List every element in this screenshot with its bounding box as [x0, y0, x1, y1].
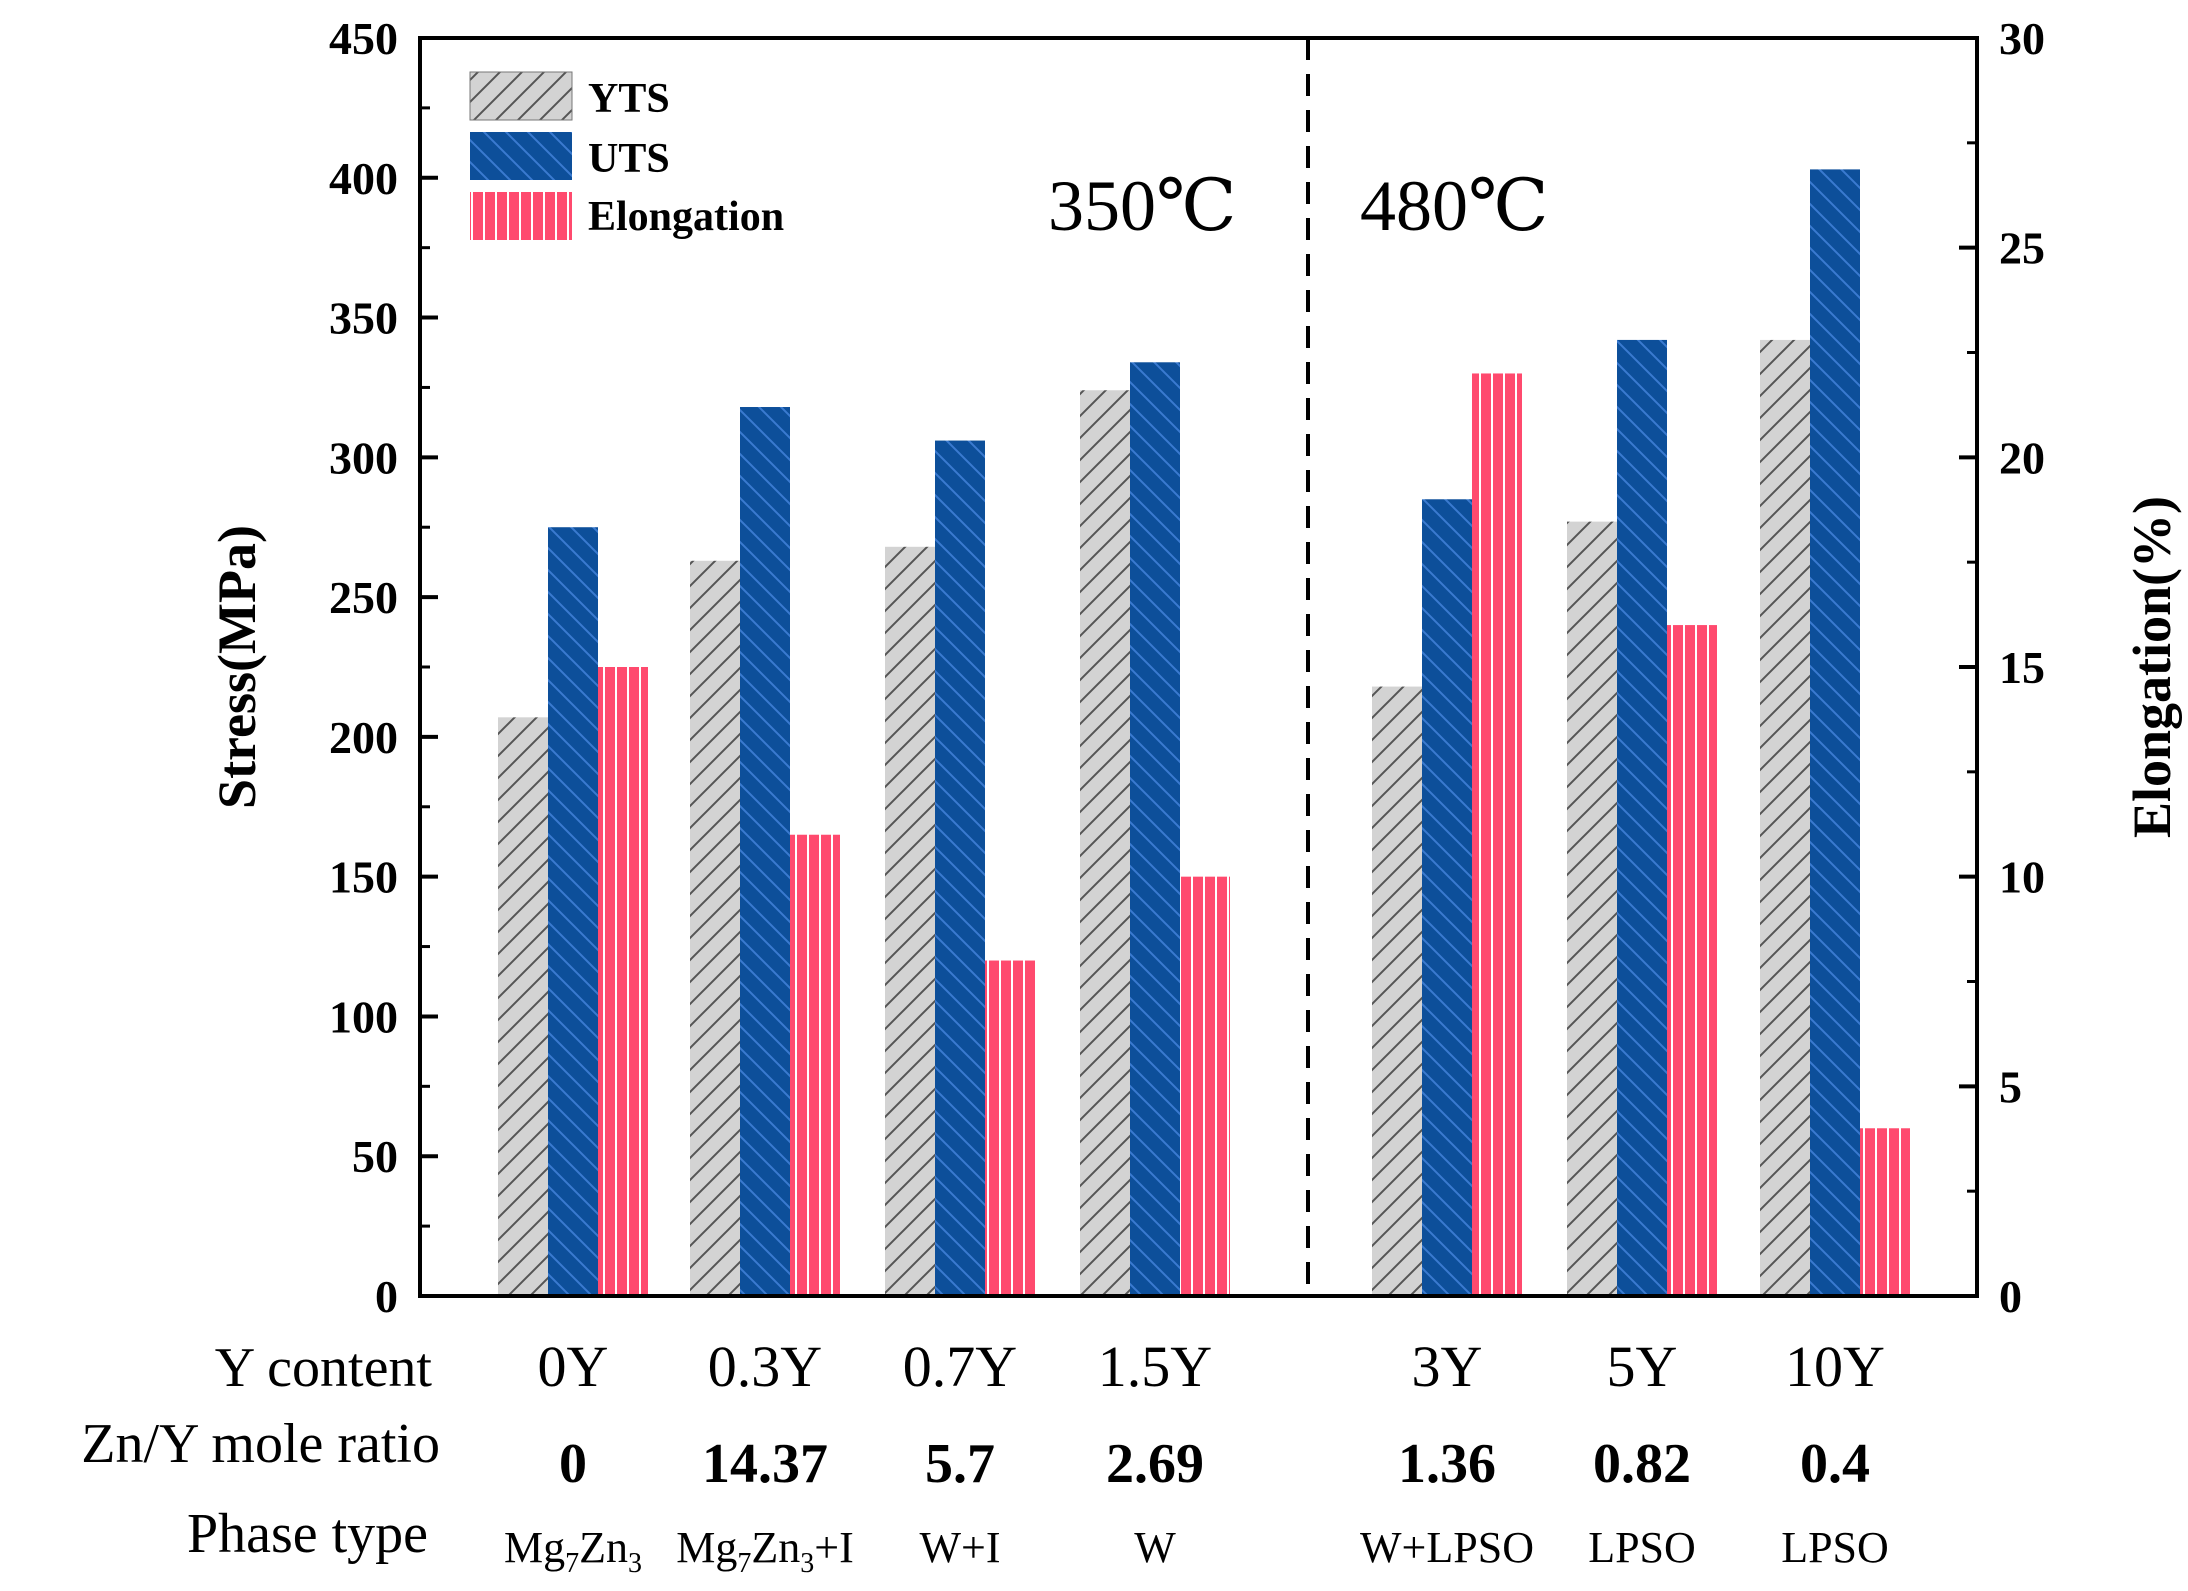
bar-yts	[885, 546, 935, 1296]
bar-elongation	[985, 960, 1035, 1296]
bar-uts	[548, 527, 598, 1296]
zn-y-ratio-label: 14.37	[702, 1433, 828, 1495]
right-tick-label: 20	[1999, 432, 2045, 483]
y-axis-label: Stress(MPa)	[207, 525, 267, 809]
legend-swatch-uts	[470, 132, 572, 180]
left-tick-label: 100	[329, 991, 398, 1042]
left-tick-label: 200	[329, 712, 398, 763]
zn-y-ratio-label: 0.4	[1800, 1433, 1870, 1495]
bar-yts	[1760, 339, 1810, 1296]
phase-type-label: W+LPSO	[1360, 1523, 1534, 1572]
row-title-ratio: Zn/Y mole ratio	[81, 1413, 440, 1475]
phase-type-label: Mg7Zn3+I	[676, 1523, 853, 1579]
right-tick-label: 10	[1999, 852, 2045, 903]
right-axis-ticks: 0 5 10 15 20 25 30	[1959, 13, 2045, 1322]
bar-uts	[935, 440, 985, 1296]
left-tick-label: 300	[329, 432, 398, 483]
y-content-label: 0Y	[538, 1334, 609, 1399]
y-content-label: 0.3Y	[708, 1334, 822, 1399]
bar-elongation	[1180, 876, 1230, 1296]
zn-y-ratio-label: 0.82	[1593, 1433, 1691, 1495]
right-tick-label: 25	[1999, 223, 2045, 274]
phase-type-label: W+I	[920, 1523, 1001, 1572]
bar-yts	[690, 560, 740, 1296]
right-tick-label: 0	[1999, 1271, 2022, 1322]
bar-elongation	[1667, 625, 1717, 1296]
legend-label-elongation: Elongation	[588, 194, 784, 240]
left-tick-label: 0	[375, 1271, 398, 1322]
zn-y-ratio-label: 2.69	[1106, 1433, 1204, 1495]
left-tick-label: 250	[329, 572, 398, 623]
phase-type-label: Mg7Zn3	[504, 1523, 642, 1579]
y-content-label: 10Y	[1785, 1334, 1885, 1399]
phase-type-label: LPSO	[1781, 1523, 1889, 1572]
bar-uts	[740, 407, 790, 1297]
legend-label-yts: YTS	[588, 76, 670, 122]
zn-y-ratio-label: 5.7	[925, 1433, 995, 1495]
y2-axis-label: Elongation(%)	[2122, 496, 2182, 838]
bar-uts	[1617, 339, 1667, 1296]
bar-yts	[1567, 521, 1617, 1296]
bar-yts	[1080, 390, 1130, 1296]
y-content-label: 5Y	[1607, 1334, 1678, 1399]
y-content-label: 1.5Y	[1098, 1334, 1212, 1399]
left-tick-label: 50	[352, 1131, 398, 1182]
zn-y-ratio-label: 1.36	[1398, 1433, 1496, 1495]
bar-elongation	[1860, 1128, 1910, 1296]
left-axis-ticks: 0 50 100 150 200 250 300 350 400 450	[329, 13, 438, 1322]
bar-uts	[1422, 499, 1472, 1296]
right-tick-label: 15	[1999, 642, 2045, 693]
y-content-label: 0.7Y	[903, 1334, 1017, 1399]
bar-elongation	[598, 667, 648, 1296]
bar-uts	[1130, 362, 1180, 1297]
bar-yts	[1372, 686, 1422, 1296]
legend-label-uts: UTS	[588, 136, 670, 182]
right-tick-label: 5	[1999, 1061, 2022, 1112]
legend-swatch-yts	[469, 71, 573, 121]
phase-type-label: LPSO	[1588, 1523, 1696, 1572]
left-tick-label: 400	[329, 153, 398, 204]
bars-layer	[498, 169, 1910, 1297]
bar-elongation	[790, 834, 840, 1296]
left-tick-label: 150	[329, 852, 398, 903]
bar-yts	[498, 717, 548, 1296]
category-rows: 0Y 0 Mg7Zn3 0.3Y 14.37 Mg7Zn3+I 0.7Y 5.7 W+I 1.5Y…	[504, 1334, 1889, 1579]
bar-uts	[1810, 169, 1860, 1296]
right-tick-label: 30	[1999, 13, 2045, 64]
temperature-label-350: 350℃	[1048, 166, 1237, 246]
temperature-label-480: 480℃	[1360, 166, 1549, 246]
phase-type-label: W	[1134, 1523, 1176, 1572]
legend: YTS UTS Elongation	[469, 71, 784, 240]
legend-swatch-elongation	[470, 192, 572, 240]
y-content-label: 3Y	[1412, 1334, 1483, 1399]
row-title-phase: Phase type	[187, 1503, 428, 1565]
left-tick-label: 450	[329, 13, 398, 64]
bar-elongation	[1472, 373, 1522, 1296]
zn-y-ratio-label: 0	[559, 1433, 587, 1495]
row-title-y-content: Y content	[215, 1337, 433, 1399]
left-tick-label: 350	[329, 293, 398, 344]
